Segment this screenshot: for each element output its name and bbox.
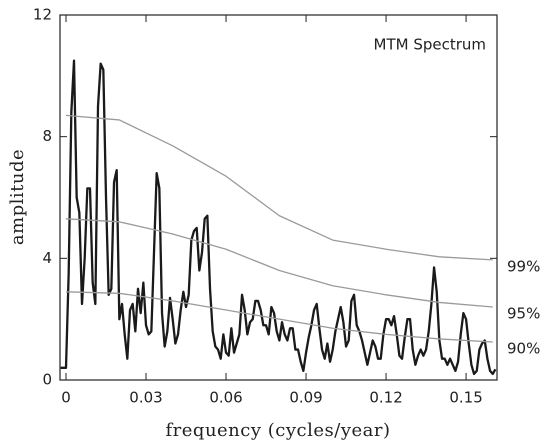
x-tick-label: 0.03 [129, 389, 162, 407]
series-label: 90% [507, 339, 540, 357]
series-label: 95% [507, 305, 540, 323]
series-label: MTM Spectrum [374, 36, 487, 54]
y-tick-label: 0 [42, 371, 52, 389]
confidence-line [65, 291, 493, 343]
y-tick-label: 4 [42, 249, 52, 267]
x-tick-label: 0.12 [369, 389, 402, 407]
x-axis-label: frequency (cycles/year) [166, 420, 391, 441]
plot-frame [59, 14, 498, 381]
x-tick-label: 0 [61, 389, 71, 407]
y-tick-label: 12 [33, 6, 52, 24]
x-tick-label: 0.09 [289, 389, 322, 407]
x-tick-label: 0.15 [449, 389, 482, 407]
confidence-line [65, 218, 493, 308]
y-axis-label: amplitude [7, 149, 28, 245]
x-tick-label: 0.06 [209, 389, 242, 407]
y-tick-label: 8 [42, 127, 52, 145]
series-label: 99% [507, 257, 540, 275]
spectrum-line [60, 59, 497, 376]
confidence-line [65, 114, 493, 261]
